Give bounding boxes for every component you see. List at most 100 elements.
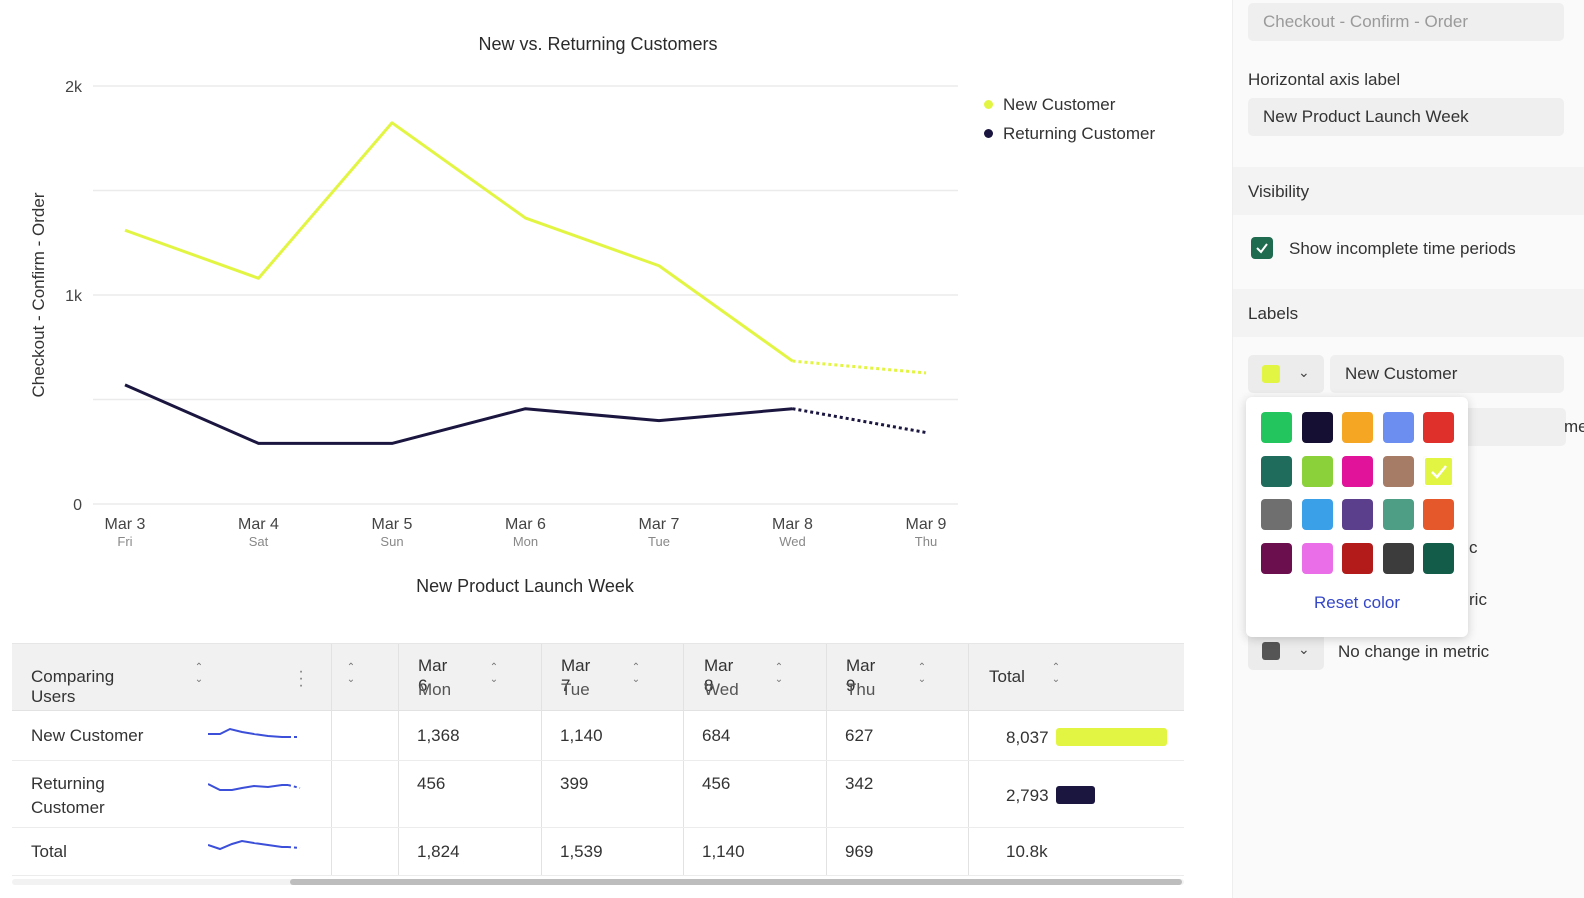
total-bar (1056, 786, 1095, 804)
y-tick-label: 1k (65, 288, 83, 305)
x-tick-label: Mar 6 (505, 516, 546, 533)
sparkline (208, 783, 301, 791)
y-axis-label: Checkout - Confirm - Order (29, 192, 48, 397)
color-swatch-option[interactable] (1261, 542, 1292, 574)
visibility-section (1233, 167, 1584, 215)
color-swatch-option[interactable] (1342, 499, 1373, 530)
table-row: Returning Customer 456 399 456 342 2,793 (12, 760, 1184, 828)
legend-label: New Customer (1003, 94, 1116, 114)
table-header: Comparing Users ⌃ ⌄ · · · ⌃ ⌄ Mar 6 Mon ⌃ ⌄ M… (12, 644, 1184, 711)
legend-item-returning[interactable]: Returning Customer (984, 119, 1155, 148)
sort-icon[interactable]: ⌃ ⌄ (631, 662, 641, 685)
cell-value: 1,140 (560, 726, 603, 745)
sparkline (208, 727, 300, 738)
table-row: Total 1,824 1,539 1,140 969 10.8k (12, 827, 1184, 876)
cell-value: 1,368 (417, 726, 460, 745)
legend-dot (984, 129, 993, 138)
series-line (124, 121, 794, 363)
row-total: 10.8k (1006, 842, 1048, 861)
new-customer-label-input[interactable]: New Customer (1330, 355, 1564, 393)
color-swatch-option[interactable] (1261, 455, 1292, 487)
show-incomplete-checkbox[interactable] (1251, 237, 1273, 259)
visibility-heading: Visibility (1248, 182, 1310, 201)
color-swatch-option[interactable] (1423, 412, 1454, 443)
partial-label-text: mer (1564, 417, 1584, 436)
x-tick-day: Thu (915, 534, 937, 549)
color-swatch-option[interactable] (1342, 412, 1373, 443)
color-swatch-option[interactable] (1423, 542, 1454, 574)
color-swatch-option[interactable] (1342, 455, 1373, 487)
color-swatch-option[interactable] (1382, 499, 1414, 530)
total-bar (1056, 728, 1167, 746)
data-table: Comparing Users ⌃ ⌄ · · · ⌃ ⌄ Mar 6 Mon ⌃ ⌄ M… (12, 643, 1184, 876)
chevron-down-icon: ⌄ (1298, 641, 1310, 657)
y-tick-label: 2k (65, 79, 83, 96)
color-swatch-option[interactable] (1423, 455, 1454, 487)
chart-area: New vs. Returning Customers Checkout - C… (29, 34, 1155, 596)
reset-color-button[interactable]: Reset color (1314, 593, 1400, 612)
sort-icon[interactable]: ⌃ ⌄ (346, 662, 356, 685)
color-swatch-option[interactable] (1261, 412, 1292, 443)
series-line (124, 383, 793, 445)
header-day: Thu (846, 680, 876, 699)
color-swatch-option[interactable] (1301, 542, 1333, 574)
header-date: Mar 9 (846, 656, 876, 695)
legend-label: Returning Customer (1003, 123, 1156, 143)
x-axis-label: New Product Launch Week (416, 576, 635, 596)
color-swatch-option[interactable] (1382, 455, 1414, 487)
color-swatch-option[interactable] (1261, 499, 1292, 530)
row-label: Total (31, 842, 67, 861)
sort-icon[interactable]: ⌃ ⌄ (1051, 662, 1061, 685)
legend-dot (984, 100, 993, 109)
color-swatch-option[interactable] (1301, 499, 1333, 530)
header-day: Mon (418, 680, 452, 699)
cell-value: 1,539 (560, 842, 603, 861)
series-line-incomplete (792, 407, 927, 434)
new-customer-color-button[interactable]: ⌄ (1248, 355, 1324, 393)
cell-value: 456 (417, 774, 446, 793)
header-date: Mar 8 (704, 656, 734, 695)
header-label: Total (989, 667, 1025, 686)
x-tick-day: Tue (648, 534, 670, 549)
more-options-icon[interactable]: · · · (298, 663, 304, 694)
cell-value: 969 (845, 842, 874, 861)
row-label: New Customer (31, 726, 144, 745)
cell-value: 1,140 (702, 842, 745, 861)
sort-icon[interactable]: ⌃ ⌄ (489, 662, 499, 685)
show-incomplete-label[interactable]: Show incomplete time periods (1289, 239, 1516, 258)
sparkline (208, 839, 301, 851)
color-swatch-option[interactable] (1382, 412, 1414, 443)
color-swatch-option[interactable] (1342, 542, 1373, 574)
sort-icon[interactable]: ⌃ ⌄ (774, 662, 784, 685)
hidden-text-fragment: c (1469, 538, 1478, 557)
sort-icon[interactable]: ⌃ ⌄ (194, 662, 204, 685)
color-swatch (1262, 642, 1280, 660)
cell-value: 627 (845, 726, 874, 745)
row-total: 2,793 (1006, 786, 1049, 805)
table-row: New Customer 1,368 1,140 684 627 8,037 (12, 710, 1184, 761)
line-chart: New vs. Returning Customers Checkout - C… (29, 34, 958, 596)
header-day: Wed (704, 680, 739, 699)
no-change-color-button[interactable]: ⌄ (1248, 632, 1324, 670)
cell-value: 684 (702, 726, 731, 745)
cell-value: 1,824 (417, 842, 460, 861)
x-tick-label: Mar 3 (105, 516, 146, 533)
check-icon (1256, 243, 1268, 254)
legend-item-new[interactable]: New Customer (984, 90, 1155, 119)
x-tick-day: Wed (779, 534, 806, 549)
no-change-label: No change in metric (1338, 642, 1490, 661)
header-day: Tue (561, 680, 590, 699)
header-date: Mar 7 (561, 656, 591, 695)
horizontal-axis-input[interactable]: New Product Launch Week (1248, 98, 1564, 136)
color-swatch-option[interactable] (1301, 412, 1333, 443)
color-swatch-option[interactable] (1382, 542, 1414, 574)
color-picker-popup: Reset color (1246, 397, 1468, 637)
color-swatch-option[interactable] (1301, 455, 1333, 487)
table-horizontal-scrollbar[interactable] (290, 879, 1182, 885)
metric-field[interactable]: Checkout - Confirm - Order (1248, 3, 1564, 41)
series-line-incomplete (792, 359, 927, 375)
x-tick-day: Sun (380, 534, 403, 549)
color-swatch-option[interactable] (1423, 499, 1454, 530)
cell-value: 456 (702, 774, 731, 793)
sort-icon[interactable]: ⌃ ⌄ (917, 662, 927, 685)
